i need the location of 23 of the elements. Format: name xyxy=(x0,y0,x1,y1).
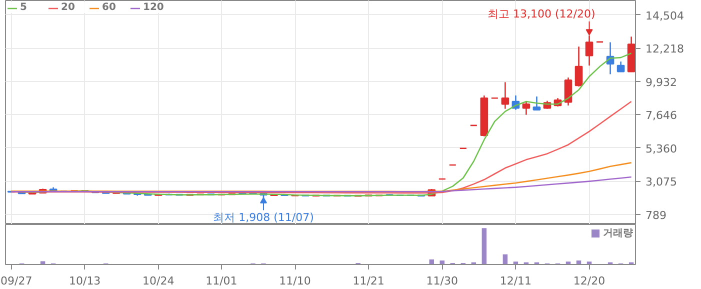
x-tick-label: 11/30 xyxy=(426,274,458,288)
legend-label: 20 xyxy=(61,2,76,13)
y-tick-label: 5,360 xyxy=(646,142,677,156)
x-tick-label: 11/21 xyxy=(352,274,384,288)
y-tick-label: 789 xyxy=(646,208,666,222)
legend-label: 120 xyxy=(143,2,164,13)
annotation: 최저 1,908 (11/07) xyxy=(213,211,314,224)
x-tick-label: 11/01 xyxy=(206,274,238,288)
x-tick-label: 11/10 xyxy=(279,274,311,288)
legend-label: 5 xyxy=(20,2,28,13)
x-tick-label: 10/13 xyxy=(68,274,101,288)
y-tick-label: 12,218 xyxy=(646,42,684,56)
y-tick-label: 14,504 xyxy=(646,9,684,22)
x-tick-label: 10/24 xyxy=(142,274,174,288)
annotation: 최고 13,100 (12/20) xyxy=(487,7,596,20)
x-tick-label: 12/11 xyxy=(500,274,532,288)
legend-label: 60 xyxy=(102,2,117,13)
y-tick-label: 7,646 xyxy=(646,109,677,122)
y-tick-label: 9,932 xyxy=(646,76,677,89)
legend-label: 거래량 xyxy=(603,227,633,240)
x-tick-label: 12/20 xyxy=(573,274,606,288)
y-tick-label: 3,075 xyxy=(646,176,677,189)
x-tick-label: 09/27 xyxy=(0,274,32,288)
